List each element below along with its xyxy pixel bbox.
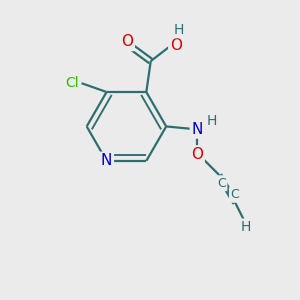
Text: O: O [121, 34, 133, 50]
Text: N: N [101, 153, 112, 168]
Text: Cl: Cl [65, 76, 79, 90]
Text: O: O [191, 147, 203, 162]
Text: C: C [217, 177, 226, 190]
Text: H: H [241, 220, 251, 234]
Text: N: N [191, 122, 203, 137]
Text: C: C [230, 188, 239, 201]
Text: H: H [207, 114, 217, 128]
Text: H: H [173, 22, 184, 37]
Text: O: O [170, 38, 182, 53]
